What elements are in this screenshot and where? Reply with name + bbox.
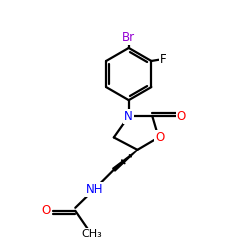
- Text: O: O: [41, 204, 50, 217]
- Text: NH: NH: [86, 183, 103, 196]
- Text: N: N: [124, 110, 133, 123]
- Text: O: O: [155, 131, 164, 144]
- Text: CH₃: CH₃: [81, 229, 102, 239]
- Text: O: O: [177, 110, 186, 123]
- Text: F: F: [160, 53, 166, 66]
- Polygon shape: [113, 150, 138, 171]
- Text: Br: Br: [122, 31, 135, 44]
